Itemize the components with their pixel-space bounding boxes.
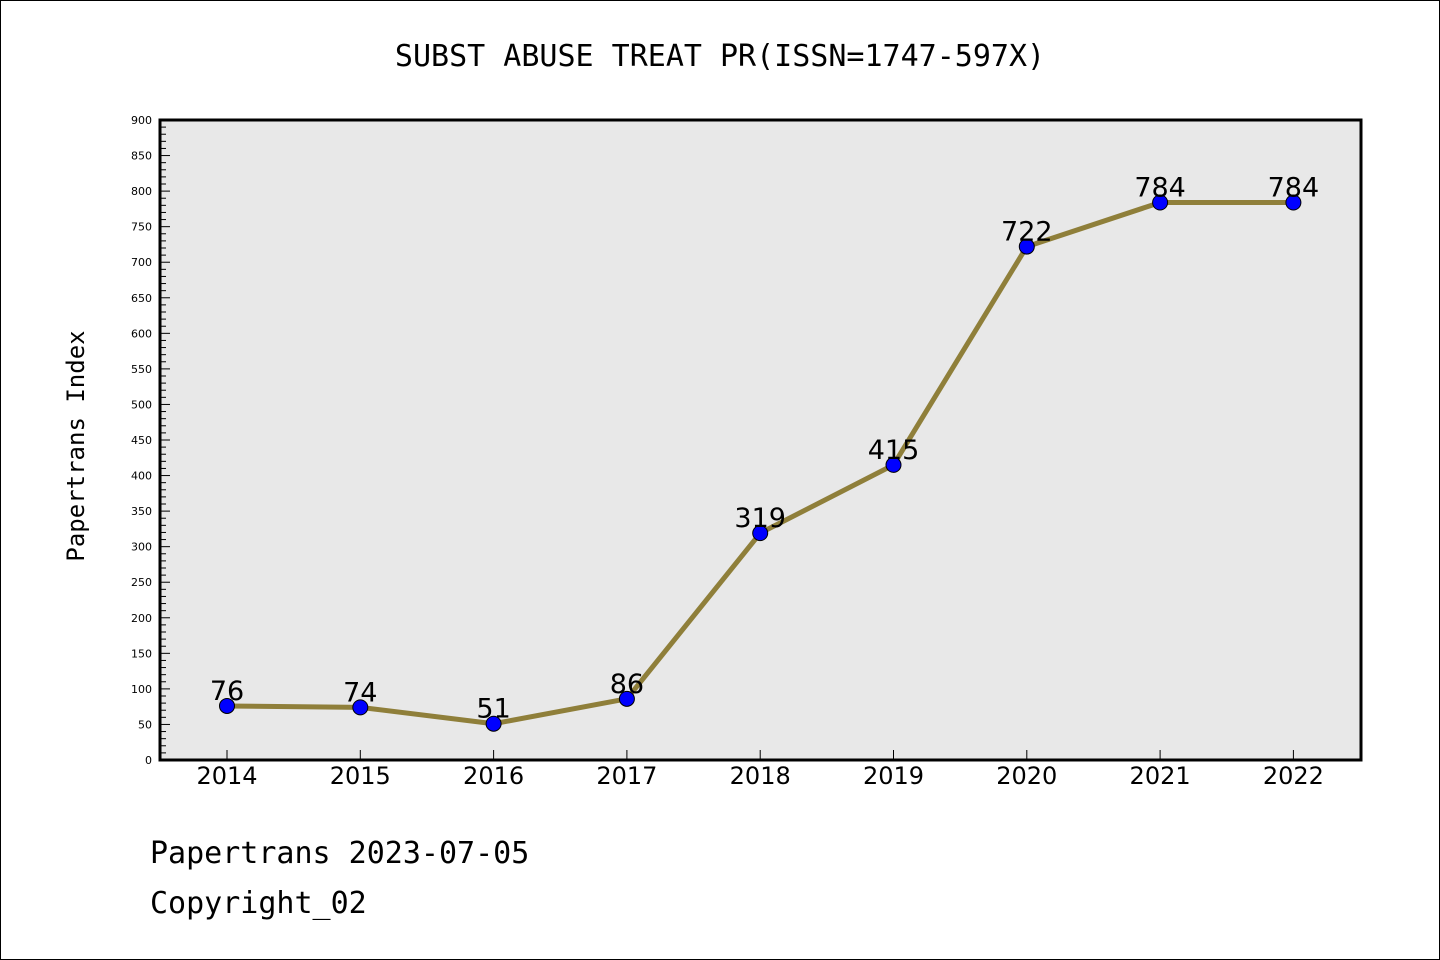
x-tick-label: 2020	[996, 762, 1057, 790]
y-tick-label: 100	[131, 683, 152, 696]
data-label: 51	[476, 694, 510, 725]
y-tick-label: 450	[131, 434, 152, 447]
y-tick-label: 400	[131, 470, 152, 483]
y-tick-label: 200	[131, 612, 152, 625]
y-tick-label: 500	[131, 398, 152, 411]
chart-title: SUBST ABUSE TREAT PR(ISSN=1747-597X)	[395, 39, 1045, 74]
x-axis-ticks: 2014 2015 2016 2017 2018 2019 2020 2021 2022	[196, 750, 1324, 790]
data-point	[1152, 194, 1169, 211]
x-tick-label: 2021	[1130, 762, 1191, 790]
y-tick-label: 750	[131, 221, 152, 234]
y-axis-label: Papertrans Index	[62, 330, 90, 561]
footer-copyright-line: Copyright_02	[150, 886, 367, 921]
x-tick-label: 2016	[463, 762, 524, 790]
data-point	[885, 456, 902, 473]
x-tick-label: 2015	[330, 762, 391, 790]
data-label: 76	[210, 676, 244, 707]
y-tick-label: 50	[138, 718, 152, 731]
data-point	[618, 690, 635, 707]
data-point	[352, 699, 369, 716]
y-tick-label: 650	[131, 292, 152, 305]
data-label: 784	[1268, 172, 1320, 203]
footer-date-line: Papertrans 2023-07-05	[150, 836, 530, 871]
y-tick-label: 900	[131, 114, 152, 127]
x-tick-label: 2018	[730, 762, 791, 790]
x-tick-label: 2017	[596, 762, 657, 790]
y-tick-label: 550	[131, 363, 152, 376]
x-tick-label: 2022	[1263, 762, 1324, 790]
y-tick-label: 800	[131, 185, 152, 198]
y-tick-label: 250	[131, 576, 152, 589]
y-tick-label: 150	[131, 647, 152, 660]
data-label: 784	[1134, 172, 1186, 203]
data-label: 722	[1001, 217, 1053, 248]
data-label: 74	[343, 677, 377, 708]
y-tick-label: 350	[131, 505, 152, 518]
data-label: 86	[610, 669, 644, 700]
data-point	[1285, 194, 1302, 211]
data-point	[1018, 238, 1035, 255]
x-tick-label: 2014	[196, 762, 257, 790]
y-tick-label: 300	[131, 541, 152, 554]
plot-area	[158, 118, 1363, 762]
data-label: 319	[734, 503, 786, 534]
y-axis-ticks: 0 50 100 150 200 250 300 350 400 450 500 550 600 650 7…	[131, 114, 170, 767]
y-tick-label: 850	[131, 150, 152, 163]
series-points	[219, 194, 1302, 732]
data-point	[219, 697, 235, 714]
x-tick-label: 2019	[863, 762, 924, 790]
data-labels: 76 74 51 86 319 415 722 784 784	[210, 172, 1319, 724]
data-point	[752, 525, 769, 542]
y-tick-label: 0	[145, 754, 152, 767]
data-label: 415	[868, 435, 920, 466]
data-point	[485, 715, 502, 732]
y-tick-label: 700	[131, 256, 152, 269]
y-tick-label: 600	[131, 327, 152, 340]
